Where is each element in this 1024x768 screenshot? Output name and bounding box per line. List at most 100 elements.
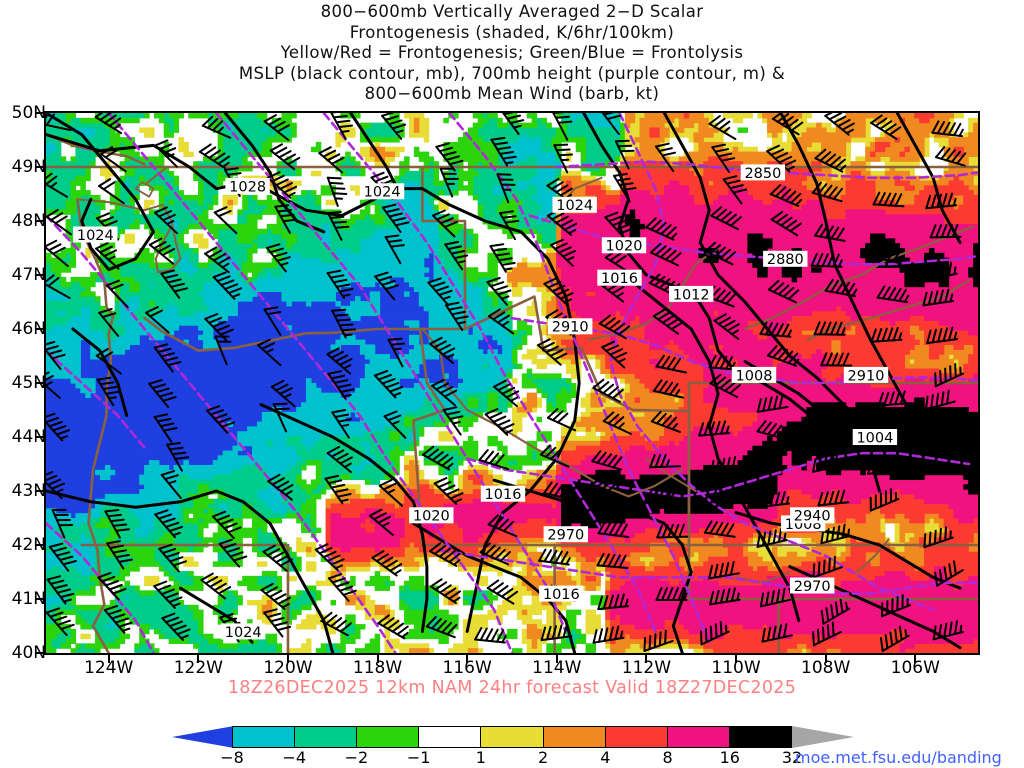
colorbar-tick-8: 8: [662, 748, 673, 767]
wind-barb: [931, 120, 964, 138]
mslp-contour-line: [492, 478, 693, 653]
wind-barb: [262, 544, 293, 572]
lon-tick-mark: [197, 655, 200, 663]
wind-barb: [263, 608, 292, 638]
mslp-contour-line: [46, 133, 581, 633]
page-title: 800−600mb Vertically Averaged 2−D Scalar…: [0, 2, 1024, 105]
wind-barb: [274, 204, 298, 234]
mslp-label-1004: 1004: [852, 429, 898, 446]
wind-barb: [444, 240, 469, 271]
wind-barb: [328, 573, 357, 602]
wind-barb: [814, 148, 847, 173]
wind-barb: [327, 211, 350, 241]
wind-barb: [881, 594, 911, 618]
height-contour-line: [215, 113, 568, 633]
lat-tick-mark: [35, 274, 43, 276]
height-label-2940: 2940: [790, 507, 835, 525]
wind-barb: [655, 354, 687, 374]
wind-barb: [444, 301, 469, 332]
mslp-contour-line: [46, 489, 335, 653]
wind-barb: [934, 363, 964, 388]
wind-barb: [811, 181, 844, 203]
wind-barb: [479, 542, 511, 566]
wind-barb: [381, 113, 406, 140]
wind-barb: [649, 242, 682, 267]
wind-barb: [432, 209, 458, 238]
wind-barb: [537, 338, 568, 366]
wind-barb: [260, 582, 291, 610]
wind-barb: [652, 379, 685, 399]
wind-barb: [934, 560, 964, 587]
wind-barb: [324, 474, 352, 505]
wind-barb: [812, 453, 844, 473]
wind-barb: [597, 593, 630, 611]
wind-barb: [429, 336, 456, 365]
wind-barb: [538, 548, 571, 566]
mslp-label-1008: 1008: [731, 366, 777, 384]
wind-barb: [869, 488, 900, 512]
wind-barb: [713, 313, 740, 340]
wind-barb: [824, 278, 858, 298]
wind-barb: [487, 514, 518, 538]
wind-barb: [160, 269, 189, 299]
mslp-label-1024: 1024: [552, 196, 597, 214]
lat-tick-label-47N: 47N: [11, 265, 46, 285]
lon-tick-label-112W: 112W: [621, 658, 672, 678]
height-label-2880: 2880: [763, 250, 808, 268]
wind-barb: [46, 371, 61, 399]
wind-barb: [46, 239, 69, 267]
wind-barb: [771, 113, 804, 136]
lon-tick-mark: [645, 655, 648, 663]
wind-barb: [601, 113, 621, 136]
height-contour-line: [439, 549, 978, 595]
wind-barb: [722, 175, 748, 205]
lon-tick-label-122W: 122W: [173, 658, 223, 678]
wind-barb: [867, 457, 899, 475]
wind-barb: [496, 173, 516, 204]
wind-barb: [613, 172, 637, 203]
wind-barb: [272, 402, 290, 433]
wind-barb: [200, 572, 232, 600]
height-label-2910: 2910: [548, 318, 593, 336]
lon-tick-label-110W: 110W: [711, 658, 761, 678]
wind-barb: [429, 578, 461, 605]
wind-barb: [148, 237, 176, 265]
wind-barb: [597, 520, 630, 538]
lat-tick-mark: [35, 544, 43, 546]
lon-tick-mark: [914, 655, 917, 663]
wind-barb: [263, 306, 282, 336]
wind-barb: [46, 172, 68, 198]
wind-barb: [652, 308, 684, 335]
wind-barb: [427, 277, 453, 307]
wind-barb: [257, 338, 282, 367]
wind-barb: [433, 477, 464, 505]
wind-barb: [769, 184, 803, 207]
wind-barb: [100, 146, 127, 173]
wind-barb: [486, 277, 512, 306]
colorbar-band-3: [419, 727, 482, 747]
wind-barb: [655, 142, 676, 173]
wind-barb: [46, 575, 75, 605]
wind-barb: [213, 206, 238, 235]
mslp-contour-line: [259, 403, 429, 633]
wind-barb: [51, 508, 74, 539]
lon-tick-mark: [735, 655, 738, 663]
height-contour-line: [465, 451, 971, 498]
lon-tick-label-118W: 118W: [352, 658, 403, 678]
mslp-contours: [46, 113, 962, 653]
wind-barb: [655, 587, 688, 601]
lat-tick-label-46N: 46N: [11, 319, 46, 339]
wind-barb: [201, 115, 232, 139]
height-label-2910: 2910: [843, 366, 889, 384]
title-line-3: Yellow/Red = Frontogenesis; Green/Blue =…: [280, 43, 744, 62]
wind-barb: [656, 523, 689, 539]
wind-barb: [813, 321, 846, 336]
wind-barb: [922, 426, 954, 444]
wind-barb: [326, 347, 353, 375]
wind-barb: [709, 373, 741, 398]
wind-barb: [552, 113, 573, 141]
wind-barb: [770, 210, 802, 237]
lon-tick-label-114W: 114W: [532, 658, 582, 678]
wind-barb: [756, 528, 788, 548]
mslp-label-1024: 1024: [221, 623, 266, 641]
